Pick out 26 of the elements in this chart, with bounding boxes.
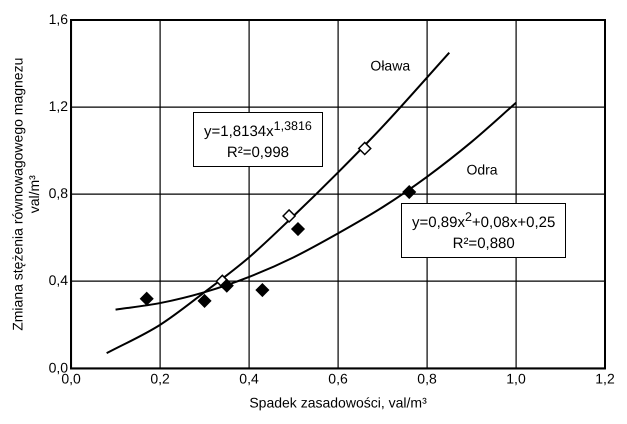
y-tick-label: 0,4 <box>48 272 68 288</box>
x-tick-label: 1,2 <box>595 370 615 387</box>
x-tick-label: 1,0 <box>506 370 526 387</box>
point <box>198 294 212 308</box>
text: Zmiana stężenia równowagowego magnezu <box>9 58 26 331</box>
x-tick-label: 0,4 <box>239 370 259 387</box>
point <box>291 222 305 236</box>
point <box>402 185 416 199</box>
series-label: Oława <box>370 58 410 74</box>
y-tick-label: 0,8 <box>48 185 68 202</box>
point <box>220 278 234 292</box>
point <box>256 283 270 297</box>
point <box>282 209 296 223</box>
annotation: y=0,89x$^{2}$+0,08x+0,25 R²=0,880 <box>412 209 556 254</box>
x-tick-label: 0,6 <box>328 370 348 387</box>
x-tick-label: 0,2 <box>150 370 170 387</box>
annotation: y=1,8134x$^{1,3816}$ R²=0,998 <box>204 118 312 163</box>
x-axis-title: Spadek zasadowości, val/m³ <box>249 394 428 410</box>
series-label: Odra <box>466 162 498 178</box>
point <box>358 142 372 156</box>
x-tick-label: 0,8 <box>417 370 437 387</box>
y-tick-label: 0,0 <box>48 359 68 376</box>
y-tick-label: 1,6 <box>48 10 68 27</box>
point <box>140 292 154 306</box>
y-tick-label: 1,2 <box>48 98 68 114</box>
text: val/m³ <box>26 175 42 214</box>
